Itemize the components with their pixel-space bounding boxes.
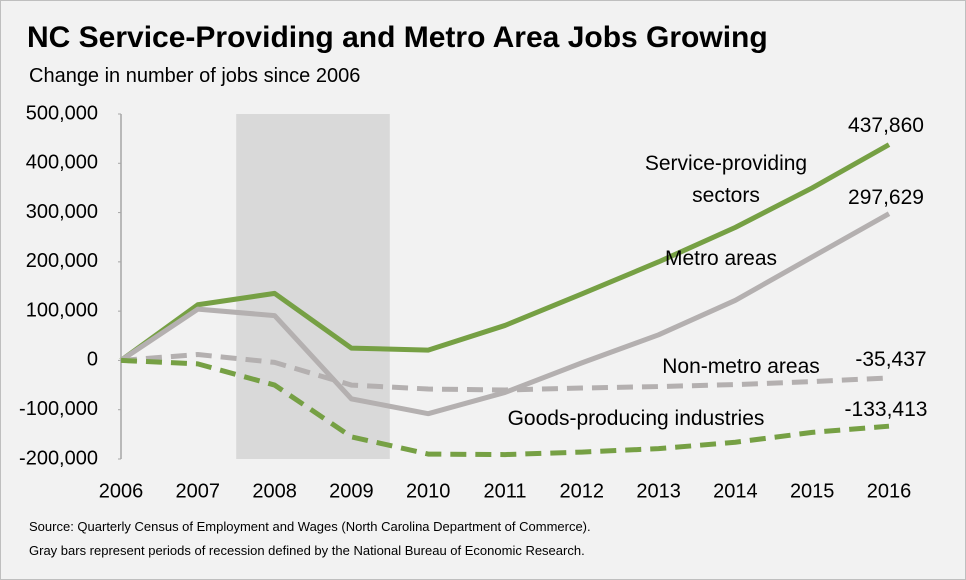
series-line [119,142,891,363]
end-value-label: -133,413 [844,398,928,421]
x-tick-label: 2006 [99,480,144,502]
series-label: Goods-producing industries [507,407,765,430]
x-tick-label: 2009 [329,480,374,502]
y-tick-label: -100,000 [19,398,98,420]
x-tick-label: 2008 [252,480,297,502]
x-tick-label: 2014 [713,480,758,502]
source-note: Gray bars represent periods of recession… [29,543,585,558]
y-tick-label: 200,000 [26,250,98,272]
series-line [120,357,890,458]
source-note: Source: Quarterly Census of Employment a… [29,519,591,534]
series-label: Metro areas [664,247,778,270]
y-tick-label: 300,000 [26,201,98,223]
x-tick-label: 2007 [176,480,221,502]
chart-title: NC Service-Providing and Metro Area Jobs… [27,21,768,54]
series-label: Service-providing sectors [644,152,808,207]
x-tick-label: 2012 [560,480,605,502]
x-tick-label: 2016 [867,480,912,502]
y-tick-label: 100,000 [26,299,98,321]
y-tick-label: 400,000 [26,152,98,174]
end-value-label: 437,860 [848,114,924,137]
x-tick-label: 2013 [636,480,681,502]
x-tick-label: 2015 [790,480,835,502]
y-tick-label: 0 [87,349,98,371]
recession-band [236,114,390,459]
series-label: Non-metro areas [662,355,820,378]
x-tick-label: 2011 [483,480,526,502]
x-tick-label: 2010 [406,480,451,502]
end-value-label: 297,629 [848,186,924,209]
series-line [120,352,890,393]
y-tick-label: 500,000 [26,102,98,124]
end-value-label: -35,437 [855,348,927,371]
chart-subtitle: Change in number of jobs since 2006 [29,65,361,87]
y-tick-label: -200,000 [19,447,98,469]
